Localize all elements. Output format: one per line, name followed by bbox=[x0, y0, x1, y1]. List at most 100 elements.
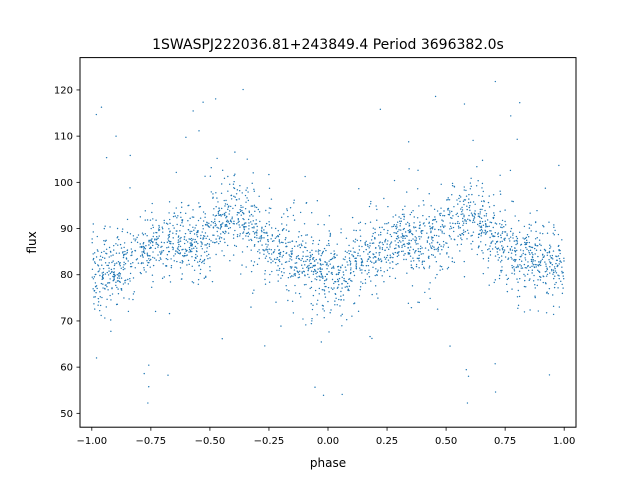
data-point bbox=[537, 269, 539, 271]
data-point bbox=[193, 233, 196, 235]
data-point bbox=[292, 275, 294, 277]
data-point bbox=[94, 273, 96, 276]
data-point bbox=[323, 224, 325, 226]
data-point bbox=[531, 252, 533, 254]
data-point bbox=[168, 235, 170, 238]
data-point bbox=[351, 315, 353, 317]
data-point bbox=[346, 251, 348, 254]
data-point bbox=[374, 228, 376, 230]
data-point bbox=[532, 264, 535, 266]
data-point bbox=[274, 237, 277, 240]
data-point bbox=[179, 230, 181, 232]
data-point bbox=[191, 243, 193, 246]
data-point bbox=[291, 252, 293, 254]
data-point bbox=[256, 225, 258, 228]
data-point bbox=[291, 253, 293, 256]
data-point bbox=[372, 242, 375, 244]
data-point bbox=[258, 211, 261, 213]
data-point bbox=[342, 294, 345, 296]
data-point bbox=[374, 238, 376, 240]
data-point bbox=[104, 273, 107, 275]
data-point bbox=[375, 260, 377, 262]
data-point bbox=[278, 260, 281, 263]
data-point bbox=[167, 240, 170, 242]
data-point bbox=[123, 242, 126, 244]
data-point bbox=[431, 238, 433, 240]
data-point bbox=[450, 227, 453, 229]
data-point bbox=[186, 254, 188, 256]
data-point bbox=[305, 283, 307, 286]
data-point bbox=[540, 260, 542, 262]
data-point bbox=[94, 296, 96, 298]
data-point bbox=[400, 220, 402, 222]
data-point bbox=[284, 261, 287, 264]
data-point bbox=[472, 139, 474, 142]
data-point bbox=[233, 220, 235, 223]
data-point bbox=[505, 283, 508, 286]
data-point bbox=[339, 269, 341, 272]
data-point bbox=[239, 208, 241, 211]
data-point bbox=[203, 251, 206, 253]
data-point bbox=[422, 253, 424, 255]
data-point bbox=[380, 258, 382, 260]
data-point bbox=[116, 277, 119, 279]
data-point bbox=[127, 310, 130, 313]
data-point bbox=[465, 369, 467, 371]
data-point bbox=[175, 171, 177, 174]
data-point bbox=[488, 225, 490, 228]
data-point bbox=[258, 237, 260, 240]
data-point bbox=[310, 236, 313, 238]
data-point bbox=[542, 256, 545, 258]
data-point bbox=[247, 231, 250, 234]
data-point bbox=[115, 243, 117, 245]
data-point bbox=[473, 218, 475, 220]
data-point bbox=[154, 247, 157, 250]
data-point bbox=[291, 240, 293, 242]
data-point bbox=[224, 203, 227, 205]
data-point bbox=[232, 254, 235, 256]
data-point bbox=[321, 268, 323, 270]
data-point bbox=[486, 225, 489, 228]
data-point bbox=[458, 227, 460, 229]
data-point bbox=[525, 236, 528, 239]
data-point bbox=[539, 249, 542, 252]
data-point bbox=[534, 238, 537, 240]
data-point bbox=[447, 197, 449, 199]
data-point bbox=[238, 189, 241, 192]
data-point bbox=[111, 270, 113, 273]
data-point bbox=[436, 308, 439, 310]
data-point bbox=[143, 267, 145, 269]
data-point bbox=[505, 274, 507, 276]
data-point bbox=[449, 228, 451, 230]
data-point bbox=[545, 270, 548, 272]
data-point bbox=[470, 235, 472, 237]
data-point bbox=[152, 280, 154, 283]
data-point bbox=[490, 241, 493, 243]
data-point bbox=[143, 250, 145, 252]
data-point bbox=[380, 269, 382, 272]
data-point bbox=[464, 230, 467, 233]
data-point bbox=[558, 306, 561, 308]
data-point bbox=[289, 258, 291, 260]
data-point bbox=[115, 262, 118, 264]
data-point bbox=[302, 255, 304, 257]
data-point bbox=[239, 184, 241, 187]
data-point bbox=[374, 274, 376, 277]
data-point bbox=[558, 244, 560, 247]
data-point bbox=[206, 255, 208, 257]
data-point bbox=[180, 278, 183, 280]
data-point bbox=[293, 219, 296, 221]
data-point bbox=[274, 262, 277, 264]
data-point bbox=[227, 220, 229, 222]
data-point bbox=[329, 234, 332, 236]
data-point bbox=[328, 331, 330, 333]
data-point bbox=[401, 246, 403, 249]
data-point bbox=[141, 246, 143, 249]
data-point bbox=[432, 254, 435, 256]
data-point bbox=[270, 238, 272, 240]
data-point bbox=[108, 256, 110, 258]
data-point bbox=[527, 236, 530, 238]
data-point bbox=[184, 248, 187, 251]
data-point bbox=[225, 225, 227, 227]
data-point bbox=[532, 259, 534, 261]
